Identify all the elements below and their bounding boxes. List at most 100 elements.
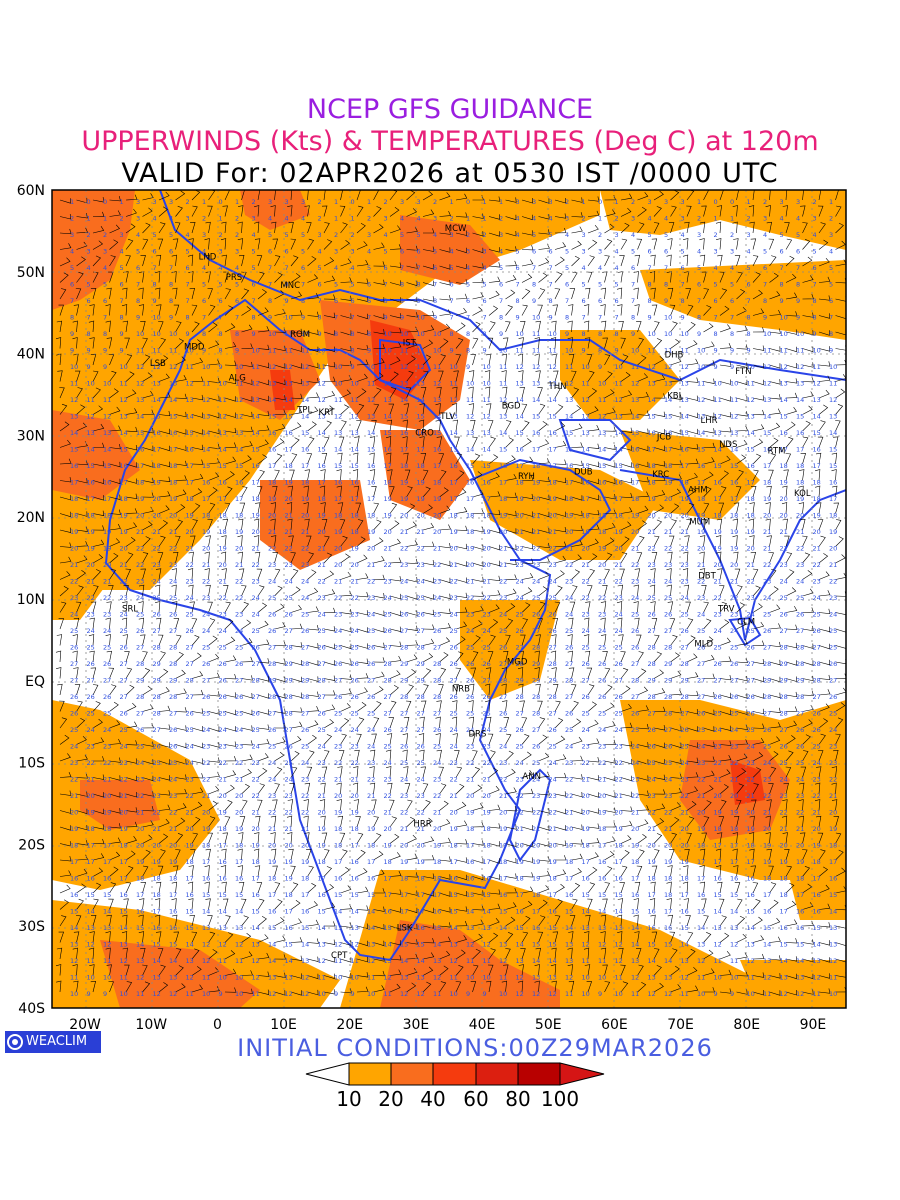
- wind-barb: [653, 411, 666, 417]
- wind-barb: [109, 388, 119, 399]
- temp-label: 28: [417, 644, 425, 652]
- wind-barb: [670, 634, 678, 646]
- temp-label: 24: [235, 627, 243, 635]
- temp-label: 24: [400, 578, 408, 586]
- temp-label: 19: [120, 528, 128, 536]
- temp-label: 20: [681, 842, 689, 850]
- temp-label: 18: [747, 512, 755, 520]
- temp-label: 14: [549, 396, 557, 404]
- wind-barb: [571, 405, 582, 415]
- temp-label: 25: [268, 594, 276, 602]
- temp-label: 6: [417, 248, 421, 256]
- temp-label: 14: [582, 908, 590, 916]
- temp-label: 19: [120, 825, 128, 833]
- wind-barb: [521, 572, 534, 580]
- lat-label: 30N: [17, 428, 45, 444]
- temp-label: 15: [565, 908, 573, 916]
- temp-label: 12: [615, 396, 623, 404]
- temp-label: 24: [351, 726, 359, 734]
- wind-barb: [455, 193, 468, 201]
- temp-label: 25: [763, 743, 771, 751]
- temp-label: 5: [747, 264, 751, 272]
- wind-barb: [686, 618, 694, 630]
- wind-barb: [502, 337, 509, 349]
- temp-label: 15: [400, 413, 408, 421]
- temp-label: 27: [417, 710, 425, 718]
- wind-barb: [257, 379, 269, 386]
- temp-label: 12: [598, 413, 606, 421]
- temp-label: 17: [153, 908, 161, 916]
- temp-label: 26: [186, 710, 194, 718]
- temp-label: 18: [813, 479, 821, 487]
- temp-label: 5: [598, 281, 602, 289]
- station-krt: KRT: [319, 408, 336, 418]
- wind-barb: [156, 304, 162, 316]
- temp-label: 11: [252, 363, 260, 371]
- temp-label: 11: [499, 363, 507, 371]
- temp-label: 1: [714, 215, 718, 223]
- wind-barb: [92, 495, 104, 501]
- temp-label: 4: [648, 215, 652, 223]
- temp-label: 10: [153, 314, 161, 322]
- temp-label: 24: [252, 611, 260, 619]
- wind-barb: [686, 358, 699, 366]
- wind-barb: [802, 570, 813, 580]
- temp-label: 4: [499, 248, 503, 256]
- wind-barb: [189, 287, 195, 300]
- wind-barb: [835, 554, 846, 564]
- temp-label: 18: [631, 858, 639, 866]
- wind-barb: [191, 412, 203, 418]
- temp-label: 22: [285, 545, 293, 553]
- lon-label: 50E: [535, 1017, 562, 1033]
- temp-label: 22: [136, 545, 144, 553]
- temp-label: 27: [252, 693, 260, 701]
- temp-label: 24: [219, 627, 227, 635]
- temp-label: 3: [318, 231, 322, 239]
- wind-barb: [604, 407, 616, 415]
- wind-barb: [636, 634, 642, 646]
- wind-barb: [406, 355, 417, 366]
- temp-label: 5: [813, 248, 817, 256]
- station-dub: DUB: [574, 468, 593, 478]
- temp-label: 10: [235, 990, 243, 998]
- wind-barb: [290, 393, 303, 400]
- wind-barb: [56, 353, 62, 366]
- temp-label: 18: [780, 891, 788, 899]
- temp-label: 18: [235, 842, 243, 850]
- wind-barb: [802, 293, 814, 300]
- temp-label: 17: [483, 495, 491, 503]
- wind-barb: [455, 453, 463, 465]
- wind-barb: [715, 221, 722, 234]
- temp-label: 24: [186, 759, 194, 767]
- temp-label: 22: [285, 809, 293, 817]
- temp-label: 8: [417, 281, 421, 289]
- wind-barb: [340, 420, 347, 432]
- wind-barb: [356, 259, 369, 267]
- colorbar-label-10: 10: [336, 1087, 362, 1111]
- temp-label: 25: [532, 759, 540, 767]
- temp-label: 16: [70, 462, 78, 470]
- wind-barb: [637, 410, 649, 416]
- wind-barb: [554, 288, 561, 300]
- temp-label: 12: [384, 380, 392, 388]
- temp-label: 24: [153, 578, 161, 586]
- temp-label: 11: [202, 380, 210, 388]
- wind-barb: [286, 502, 293, 514]
- temp-label: 4: [400, 215, 404, 223]
- temp-label: 7: [120, 297, 124, 305]
- temp-label: 12: [301, 974, 309, 982]
- temp-label: 21: [450, 561, 458, 569]
- temp-label: 7: [318, 297, 322, 305]
- temp-label: 18: [301, 875, 309, 883]
- temp-label: 25: [120, 627, 128, 635]
- temp-label: 17: [384, 462, 392, 470]
- wind-barb: [158, 687, 170, 696]
- wind-barb: [538, 198, 550, 204]
- wind-barb: [121, 304, 128, 316]
- wind-barb: [604, 371, 613, 382]
- temp-label: 24: [829, 726, 837, 734]
- temp-label: 11: [532, 347, 540, 355]
- temp-label: 11: [285, 347, 293, 355]
- temp-label: 13: [648, 974, 656, 982]
- wind-barb: [538, 601, 546, 613]
